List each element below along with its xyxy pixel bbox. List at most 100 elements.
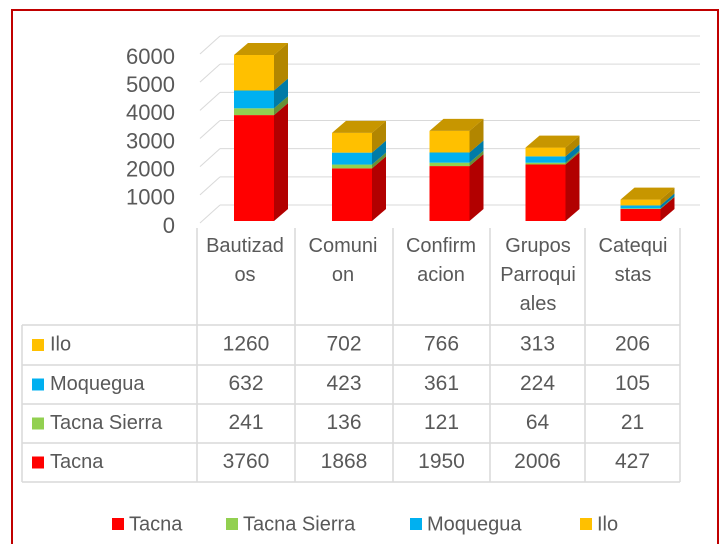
bar [234,55,274,91]
table-value: 632 [228,372,263,395]
legend-swatch [410,518,422,530]
bar [525,147,566,157]
table-value: 1950 [418,450,465,473]
bar [234,108,274,116]
bar-side-shade [469,150,484,167]
bar-side-shade [660,193,675,209]
table-value: 121 [424,411,459,434]
bar-top [234,43,288,56]
table-value: 136 [326,411,361,434]
row-label: Ilo [50,333,71,355]
bar-top-shade [429,118,484,131]
table-value: 766 [424,333,459,356]
bar-side-shade [660,187,675,206]
bar-side-shade [469,140,484,163]
table-value: 3760 [223,450,270,473]
bar-top-shade [234,43,288,56]
category-label: Catequistas [598,235,668,286]
bar [620,199,661,206]
bar-side [372,140,386,165]
table-value: 64 [526,411,550,434]
legend-key [32,456,44,469]
bar-side [565,150,580,165]
row-label: Tacna [50,451,104,473]
bar-side-shade [469,154,484,221]
bar [332,168,372,221]
bar-top [332,120,386,133]
y-tick-label: 6000 [126,44,175,69]
bar [620,208,661,221]
bar-side-shade [660,196,675,209]
bar [525,164,566,221]
bar-side-shade [660,196,675,221]
bar-side [469,140,484,163]
table-value: 361 [424,372,459,395]
bar-side-shade [274,103,288,221]
bar [620,208,661,209]
bar-side [660,196,675,209]
table-value: 105 [615,372,650,395]
grid-line [199,91,221,111]
legend-key [32,339,44,351]
table-value: 21 [621,411,644,434]
bar [525,156,566,163]
bar [429,130,470,153]
bar-side [660,196,675,221]
bar [332,132,372,153]
table-value: 206 [615,333,650,356]
bar-top [620,187,675,200]
legend-label: Ilo [597,513,618,535]
bar [525,162,566,165]
grid-line [199,176,221,196]
legend-swatch [112,518,124,530]
grid-line [199,63,221,83]
bar-side [274,78,288,109]
bar [332,164,372,169]
legend-label: Tacna Sierra [243,513,356,535]
y-tick-label: 3000 [126,128,175,153]
bar-top [525,135,580,148]
bar-side-shade [372,152,386,169]
legend-label: Tacna [129,513,183,535]
legend-key [32,378,44,391]
row-label: Moquegua [50,373,145,395]
bar [234,90,274,109]
y-tick-label: 1000 [126,185,175,210]
bar-side [274,43,288,91]
bar-top [429,118,484,131]
bar-side [565,144,580,163]
category-label: Confirmacion [405,235,476,286]
y-tick-label: 4000 [126,100,175,125]
bar-side-shade [372,120,386,153]
y-tick-label: 0 [163,213,175,238]
table-value: 702 [326,333,361,356]
bar-side [274,103,288,221]
frame [11,9,719,544]
bar-side-shade [565,144,580,163]
grid-line [199,204,221,224]
bar [429,162,470,167]
table-value: 241 [228,411,263,434]
table-value: 224 [520,372,555,395]
bar-side-shade [372,140,386,165]
bar-side-shade [565,150,580,165]
bar-side [565,152,580,221]
category-label: Comunion [308,235,378,286]
table-value: 427 [615,450,650,473]
bar-side-shade [274,43,288,91]
bar-side [372,152,386,169]
bar-side-shade [274,78,288,109]
bar-side [469,118,484,153]
bar-top-shade [525,135,580,148]
bar-side [372,120,386,153]
table-value: 423 [326,372,361,395]
y-tick-label: 2000 [126,156,175,181]
bar-side [469,150,484,167]
category-label: Grupos Parroquiales [500,235,576,315]
bar [429,166,470,221]
bar-side-shade [565,152,580,221]
grid-line [199,120,221,139]
y-tick-label: 5000 [126,72,175,97]
bar-side-shade [565,135,580,157]
